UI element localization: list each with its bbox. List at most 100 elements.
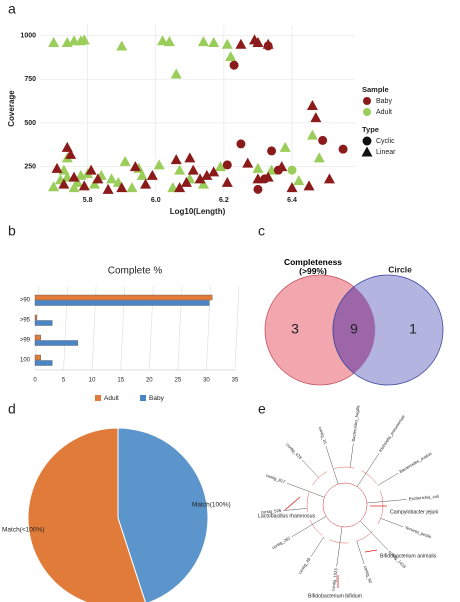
tree-branch — [356, 541, 365, 565]
point — [61, 141, 73, 152]
point — [338, 144, 348, 154]
leaf-label: Yersinia_pestis — [404, 525, 432, 540]
bar — [34, 354, 41, 361]
point — [313, 152, 325, 163]
y-tick-label: 1000 — [20, 32, 36, 39]
point — [85, 164, 97, 175]
point — [116, 182, 128, 193]
point — [78, 34, 90, 45]
point — [140, 178, 152, 189]
point — [184, 152, 196, 163]
grid-line — [234, 285, 240, 371]
venn-set-b-label: Circle — [388, 264, 412, 274]
bar — [34, 334, 41, 341]
leaf-label: contig_49 — [297, 556, 312, 574]
venn-overlap — [332, 275, 375, 385]
point — [146, 169, 158, 180]
leaf-label: Bacteroides_ovatus — [398, 451, 432, 474]
legend-swatch — [361, 146, 373, 157]
venn-count: 9 — [350, 321, 358, 337]
point — [92, 173, 104, 184]
annotation-arrow — [284, 496, 301, 511]
annotation: Bifidobacterium animalis — [380, 553, 437, 559]
point — [68, 171, 80, 182]
point — [48, 36, 60, 47]
y-axis-title: Coverage — [7, 90, 16, 127]
point — [303, 180, 315, 191]
point — [88, 178, 100, 189]
point — [102, 183, 114, 194]
point — [71, 176, 83, 187]
y-tick-label: 750 — [24, 76, 36, 83]
point — [318, 135, 328, 145]
tree-branch — [366, 499, 407, 504]
point — [106, 173, 118, 184]
y-tick-label: >95 — [20, 318, 31, 324]
legend-title: Type — [362, 125, 379, 134]
y-tick-label: 500 — [24, 120, 36, 127]
point — [235, 38, 247, 49]
point — [51, 162, 63, 173]
panel-label: b — [8, 223, 16, 239]
panel-label: d — [8, 401, 16, 417]
point — [225, 50, 237, 61]
point — [273, 165, 283, 175]
point — [242, 157, 254, 168]
tree-branch — [336, 526, 343, 567]
leaf-label: Klebsiella_pneumoniae — [378, 413, 406, 452]
panel-label: c — [258, 223, 265, 239]
leaf-label: contig_1423 — [388, 549, 408, 569]
point — [229, 60, 239, 70]
x-tick-label: 6.0 — [151, 197, 161, 204]
point — [197, 36, 209, 47]
point — [126, 182, 138, 193]
point — [221, 38, 233, 49]
venn-count: 1 — [409, 321, 417, 337]
point — [48, 181, 60, 192]
tree-branch — [283, 508, 308, 511]
leaf-label: Escherichia_coli — [408, 494, 439, 502]
point — [252, 162, 264, 173]
annotation: Lactobacillus rhamnosus — [258, 513, 315, 519]
pie-slice — [117, 427, 209, 602]
x-axis-title: Log10(Length) — [170, 207, 226, 216]
point — [310, 112, 322, 123]
point — [214, 161, 226, 172]
point — [208, 166, 220, 177]
point — [197, 178, 209, 189]
leaf-label: contig_31 — [318, 426, 329, 445]
tree-branch — [356, 453, 380, 487]
point — [260, 174, 270, 184]
y-tick-label: >99 — [20, 338, 31, 344]
bar — [34, 300, 210, 306]
x-tick-label: 5 — [62, 378, 66, 384]
x-tick-label: 30 — [203, 378, 210, 384]
x-tick-label: 5.8 — [83, 197, 93, 204]
pie-slice — [27, 427, 146, 602]
point — [293, 175, 305, 186]
point — [236, 139, 246, 149]
legend-swatch — [140, 395, 146, 401]
tree-ring — [306, 466, 384, 544]
point — [323, 173, 335, 184]
venn-set-a: Completeness (>99%) — [284, 258, 342, 276]
leaf-label: contig_262 — [271, 535, 292, 550]
point — [58, 178, 70, 189]
annotation-arrow — [364, 549, 378, 553]
point — [194, 173, 206, 184]
tree-branch — [377, 472, 399, 486]
leaf-label: contig_478 — [285, 442, 303, 461]
tree-branch — [380, 518, 404, 528]
point — [119, 155, 131, 166]
x-tick-label: 20 — [146, 378, 153, 384]
point — [174, 182, 186, 193]
point — [306, 129, 318, 140]
bar — [34, 340, 79, 346]
legend-label: Baby — [376, 98, 392, 105]
x-tick-label: 10 — [89, 378, 96, 384]
point — [78, 180, 90, 191]
x-tick-label: 0 — [33, 378, 37, 384]
slice-label: Match(100%) — [192, 502, 231, 509]
legend-label: Cyclic — [376, 138, 395, 145]
